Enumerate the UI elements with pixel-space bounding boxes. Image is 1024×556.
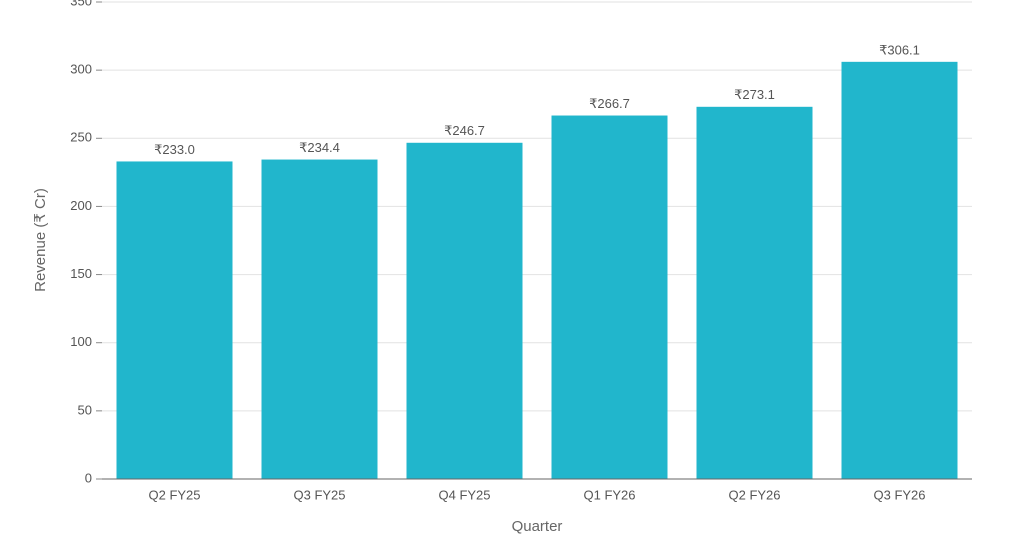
x-tick-label: Q3 FY26 [873,487,925,502]
y-tick-label: 200 [70,198,92,213]
bar [696,106,813,479]
y-tick-label: 300 [70,62,92,77]
value-label: ₹234.4 [299,140,340,155]
value-label: ₹306.1 [879,42,920,57]
bar [841,61,958,479]
bar [551,115,668,479]
y-tick-label: 250 [70,130,92,145]
value-label: ₹266.7 [589,96,630,111]
bar [406,142,523,479]
y-tick-label: 0 [85,470,92,485]
x-tick-label: Q2 FY26 [728,487,780,502]
bar [116,161,233,479]
y-tick-label: 100 [70,334,92,349]
y-tick-label: 150 [70,266,92,281]
y-tick-label: 350 [70,0,92,8]
x-tick-label: Q4 FY25 [438,487,490,502]
x-axis-title: Quarter [512,518,563,535]
x-tick-label: Q3 FY25 [293,487,345,502]
bar [261,159,378,480]
value-label: ₹246.7 [444,123,485,138]
y-axis-title: Revenue (₹ Cr) [32,188,49,292]
x-tick-label: Q2 FY25 [148,487,200,502]
x-tick-label: Q1 FY26 [583,487,635,502]
value-label: ₹273.1 [734,87,775,102]
value-label: ₹233.0 [154,142,195,157]
y-tick-label: 50 [78,402,92,417]
